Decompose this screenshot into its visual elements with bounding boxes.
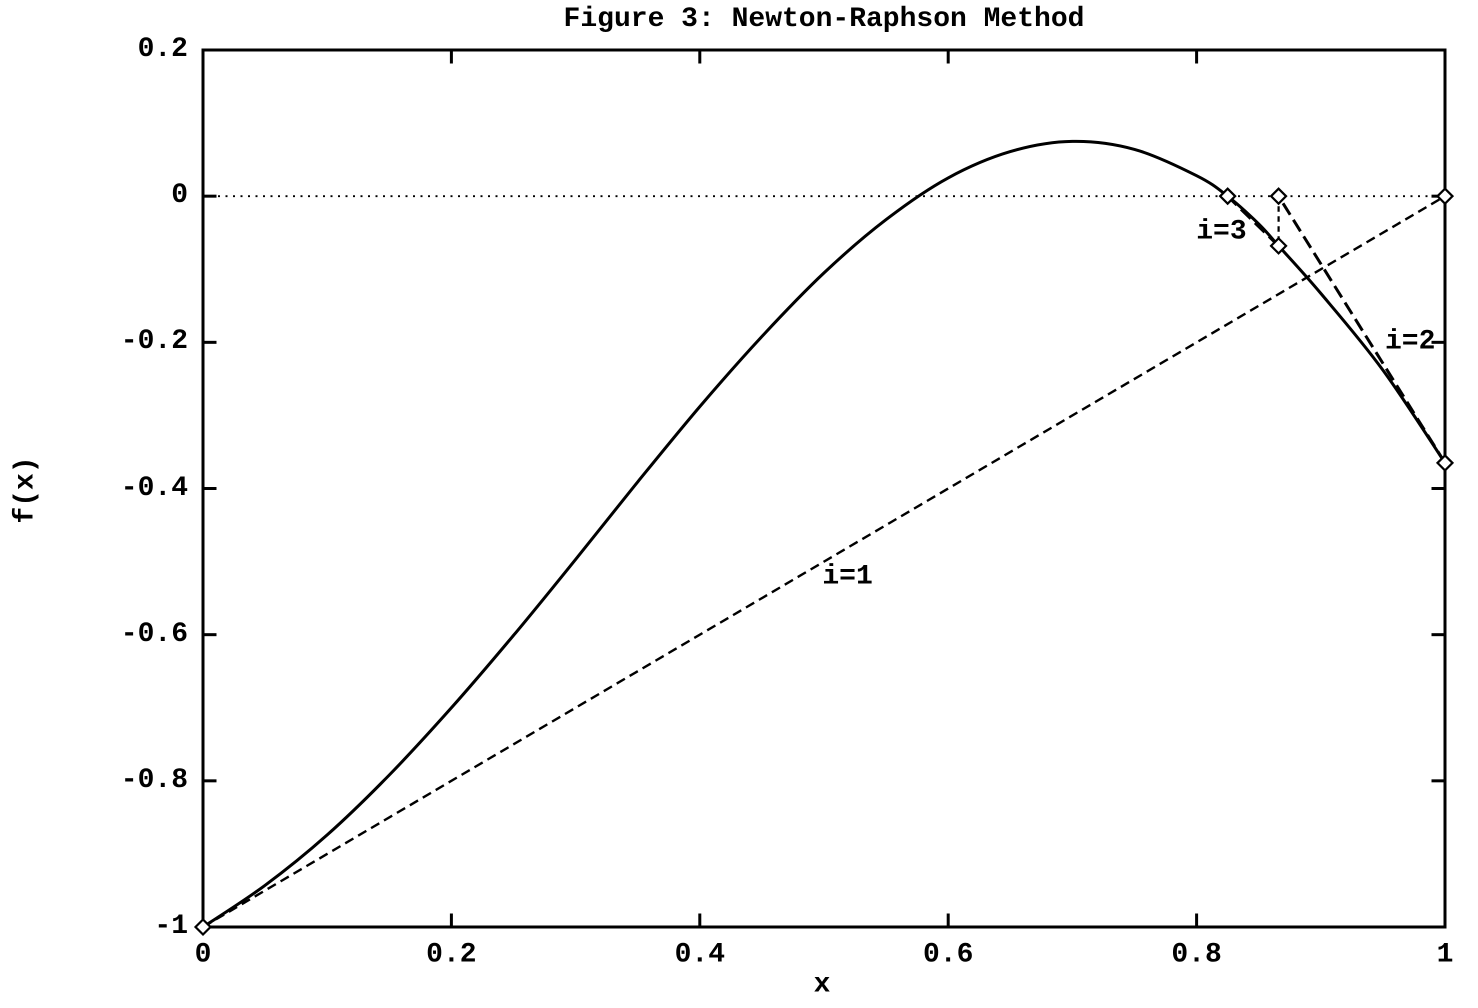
iteration-label-i2: i=2 <box>1385 326 1436 358</box>
x-tick-label: 0.6 <box>922 939 974 971</box>
x-tick-label: 1 <box>1436 939 1454 971</box>
y-tick-label: 0 <box>171 180 188 212</box>
iteration-label-i1: i=1 <box>822 561 873 593</box>
diamond-marker <box>193 917 213 937</box>
y-tick-label: -1 <box>154 910 188 942</box>
iteration-label-i3: i=3 <box>1196 216 1247 248</box>
x-tick-label: 0.2 <box>426 939 477 971</box>
y-tick-label: -0.4 <box>120 472 188 504</box>
x-tick-label: 0.8 <box>1171 939 1222 971</box>
diamond-marker <box>1435 453 1455 472</box>
y-tick-label: 0.2 <box>137 33 188 65</box>
series-function-curve <box>202 139 1447 929</box>
plot-border <box>201 48 1447 929</box>
y-tick-label: -0.6 <box>120 618 188 650</box>
diamond-marker <box>1435 187 1455 206</box>
series-tangent-i1 <box>202 195 1446 929</box>
x-axis-label: x <box>813 969 831 1001</box>
chart-title: Figure 3: Newton-Raphson Method <box>563 4 1085 35</box>
diamond-marker <box>1269 236 1288 255</box>
x-tick-label: 0.4 <box>674 939 726 971</box>
diamond-marker <box>1218 187 1237 206</box>
x-tick-label: 0 <box>194 939 212 971</box>
series-tangent-i2 <box>1277 195 1447 464</box>
series-tangent-i3 <box>1226 195 1280 247</box>
diamond-marker <box>1269 187 1288 206</box>
y-tick-label: -0.8 <box>120 764 188 796</box>
y-tick-label: -0.2 <box>120 326 188 358</box>
